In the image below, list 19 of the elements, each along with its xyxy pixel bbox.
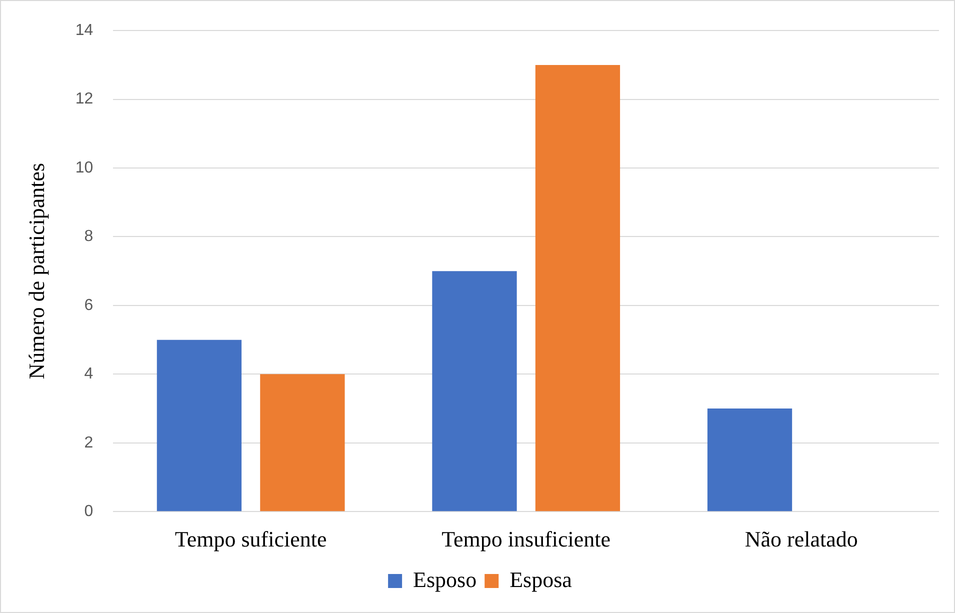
bar [432,271,517,512]
bar [156,340,242,512]
y-tick-label: 6 [84,296,94,314]
x-tick-label: Tempo insuficiente [442,526,611,552]
legend-label: Esposa [510,566,572,592]
bar [260,374,345,512]
bar [535,64,620,512]
legend-label: Esposo [413,566,477,592]
y-tick-label: 4 [84,366,94,383]
x-tick-label: Tempo suficiente [174,526,327,552]
y-axis-title: Número de participantes [24,162,49,380]
y-tick-label: 12 [75,90,94,108]
y-tick-label: 14 [75,22,94,40]
x-tick-label: Não relatado [744,526,858,552]
y-tick-label: 10 [75,159,94,176]
bar [707,408,792,512]
y-tick-label: 8 [84,228,94,246]
y-tick-label: 2 [84,434,94,452]
y-tick-label: 0 [84,503,94,520]
